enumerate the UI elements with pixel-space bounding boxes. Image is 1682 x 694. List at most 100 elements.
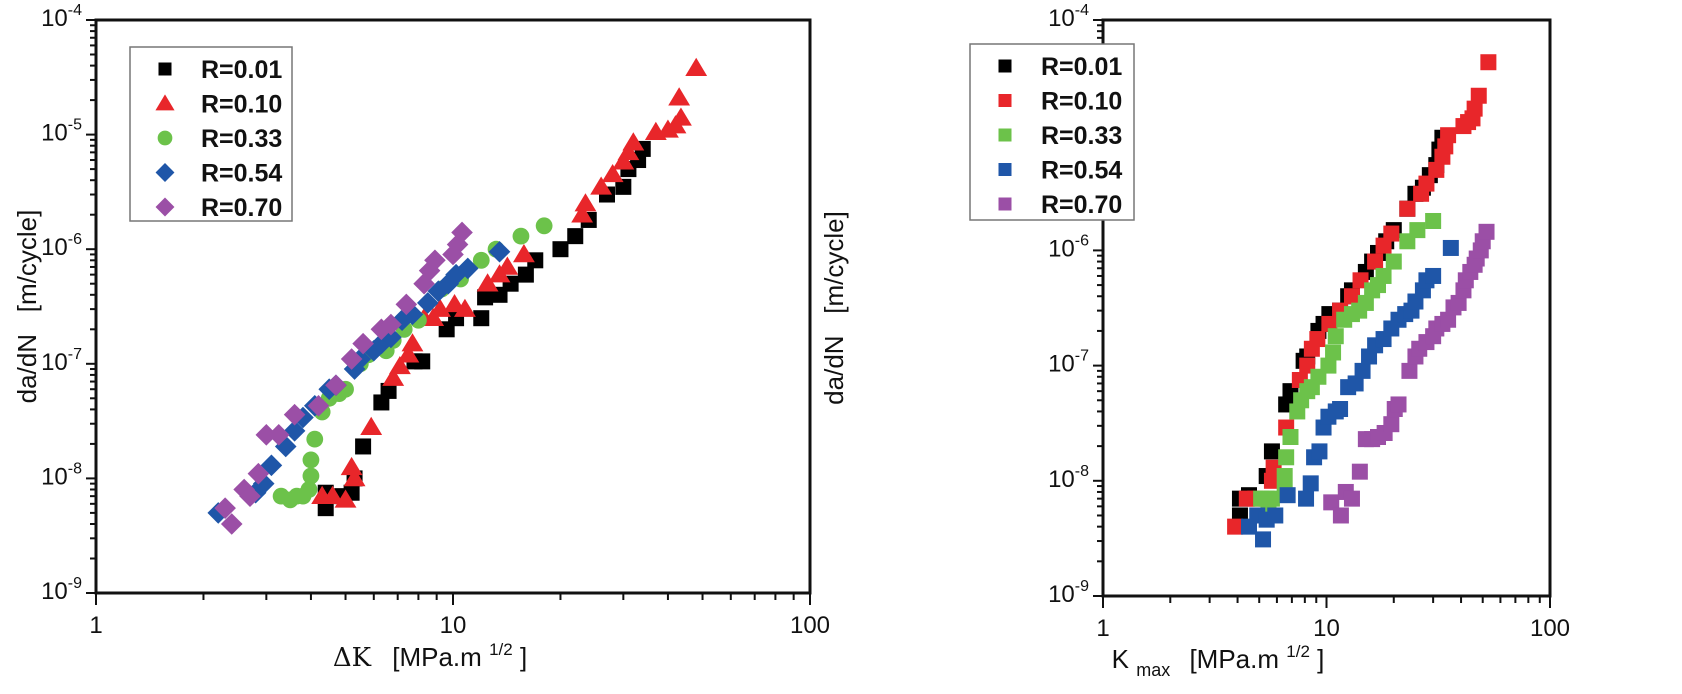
legend: R=0.01 R=0.10 R=0.33 R=0.54 R=0.70 xyxy=(129,46,293,222)
data-point xyxy=(413,272,435,295)
data-point xyxy=(1276,468,1293,485)
legend-label: R=0.33 xyxy=(201,125,282,153)
y-tick-label: 10-8 xyxy=(1048,463,1089,493)
y-tick-label: 10-9 xyxy=(41,575,82,605)
y-axis-title: da/dN [m/cycle] xyxy=(12,210,42,404)
data-point xyxy=(283,403,306,426)
data-point xyxy=(355,438,372,455)
legend-label: R=0.54 xyxy=(201,160,282,188)
data-point xyxy=(473,310,490,327)
legend-label: R=0.70 xyxy=(201,194,282,222)
legend-label: R=0.01 xyxy=(201,56,282,84)
data-point xyxy=(1327,328,1344,345)
y-tick-label: 10-8 xyxy=(41,460,82,490)
x-tick-label: 1 xyxy=(89,612,102,639)
y-tick-label: 10-4 xyxy=(41,2,82,32)
data-point xyxy=(427,280,450,303)
data-point xyxy=(388,355,411,375)
data-point xyxy=(1321,315,1338,332)
data-point xyxy=(535,217,553,235)
legend-marker xyxy=(998,59,1012,73)
data-point xyxy=(476,273,499,292)
data-point xyxy=(1425,212,1442,229)
data-point xyxy=(401,333,424,352)
legend-label: R=0.10 xyxy=(1041,88,1122,116)
data-point xyxy=(267,424,290,446)
data-point xyxy=(1263,472,1280,489)
data-point xyxy=(1470,87,1487,104)
data-point xyxy=(334,489,357,508)
data-point xyxy=(1385,253,1402,270)
x-axis-title: K max [MPa.m 1/2 ] xyxy=(1112,633,1325,682)
x-axis-title-unit: [MPa.m xyxy=(392,642,482,672)
legend-item: R=0.01 xyxy=(158,56,282,84)
legend: R=0.01 R=0.10 R=0.33 R=0.54 R=0.70 xyxy=(969,43,1135,221)
data-point xyxy=(1390,396,1407,413)
data-point xyxy=(513,244,535,263)
data-point xyxy=(1357,294,1374,311)
data-point xyxy=(1320,357,1337,374)
data-point xyxy=(360,416,383,435)
x-axis-title-sub: max xyxy=(1136,660,1170,680)
data-point xyxy=(437,272,460,295)
y-tick-label: 10-4 xyxy=(1048,2,1089,32)
legend-box xyxy=(129,46,293,222)
legend-marker xyxy=(157,130,173,146)
x-axis-title-symbol: K xyxy=(1112,644,1130,674)
legend-item: R=0.54 xyxy=(155,160,282,188)
data-point xyxy=(397,344,420,363)
legend-marker xyxy=(998,197,1012,211)
data-point xyxy=(1255,531,1272,548)
data-point xyxy=(1409,222,1426,239)
data-point xyxy=(1375,237,1392,254)
data-point xyxy=(239,485,261,507)
data-point xyxy=(220,513,243,535)
legend-item: R=0.70 xyxy=(155,194,282,222)
legend-item: R=0.33 xyxy=(998,122,1122,150)
data-point xyxy=(429,298,451,317)
x-tick-label: 10 xyxy=(440,612,467,639)
legend-item: R=0.33 xyxy=(157,125,282,153)
x-axis-title-close: ] xyxy=(520,642,527,672)
data-point xyxy=(343,358,366,380)
data-point xyxy=(1375,267,1392,284)
axes: 1 10 100 10-9 10-8 10-7 10-6 10-5 10-4 xyxy=(41,2,830,639)
data-point xyxy=(567,228,584,245)
series-R=0.01 xyxy=(317,140,651,517)
legend-item: R=0.10 xyxy=(155,91,282,119)
x-axis-title-sup: 1/2 xyxy=(1286,642,1310,661)
data-point xyxy=(668,87,691,106)
y-tick-label: 10-7 xyxy=(41,346,82,376)
y-tick-label: 10-7 xyxy=(1048,348,1089,378)
data-point xyxy=(401,303,424,326)
series-R=0.10 xyxy=(1227,54,1497,535)
data-point xyxy=(552,241,569,258)
y-tick-label: 10-9 xyxy=(1048,578,1089,608)
data-point xyxy=(417,292,439,314)
data-point xyxy=(1309,331,1326,348)
series-R=0.33 xyxy=(1253,212,1442,515)
data-point xyxy=(574,193,597,212)
legend-marker xyxy=(158,62,172,76)
data-point xyxy=(1425,267,1442,284)
legend-item: R=0.10 xyxy=(998,88,1122,116)
data-point xyxy=(1263,490,1280,507)
data-point xyxy=(1401,362,1418,379)
y-tick-label: 10-6 xyxy=(1048,232,1089,262)
data-point xyxy=(302,467,320,485)
data-point xyxy=(283,420,306,442)
legend-label: R=0.33 xyxy=(1041,122,1122,150)
data-point xyxy=(424,249,446,272)
data-point xyxy=(395,293,418,316)
x-axis-title-symbol: ΔK xyxy=(333,643,372,673)
data-point xyxy=(1418,175,1435,192)
data-point xyxy=(307,395,330,417)
data-point xyxy=(418,259,441,282)
legend-marker xyxy=(155,94,175,111)
legend-item: R=0.54 xyxy=(998,157,1122,185)
data-point xyxy=(255,424,278,446)
data-point xyxy=(363,339,385,362)
data-point xyxy=(214,497,236,519)
